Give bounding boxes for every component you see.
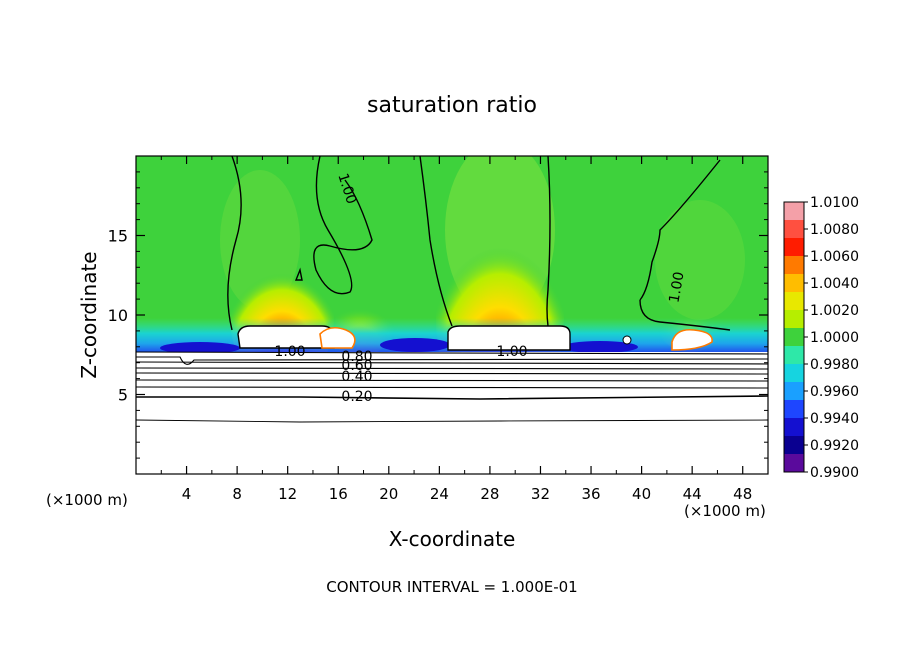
x-tick-label: 20	[379, 485, 398, 503]
y-tick-label: 10	[108, 306, 128, 325]
x-tick-label: 8	[232, 485, 242, 503]
colorbar-segment	[784, 454, 804, 473]
colorbar-label: 1.0060	[810, 249, 859, 265]
contour-label: 0.60	[341, 358, 372, 374]
colorbar-segment	[784, 310, 804, 329]
subsaturation-core	[562, 341, 638, 353]
colorbar-segment	[784, 274, 804, 293]
field-patch	[655, 200, 745, 320]
x-tick-label: 12	[278, 485, 297, 503]
x-tick-label: 28	[480, 485, 499, 503]
chart-title: saturation ratio	[367, 93, 537, 118]
x-tick-label: 32	[531, 485, 550, 503]
x-axis: 4 8 12 16 20 24 28 32 36 40 44 48	[160, 156, 752, 503]
colorbar-segment	[784, 256, 804, 275]
colorbar-label: 1.0040	[810, 276, 859, 292]
y-axis: 5 10 15	[108, 171, 768, 459]
colorbar-label: 0.9900	[810, 465, 859, 481]
saturation-contours	[227, 156, 731, 331]
contour-label: 1.00	[496, 344, 527, 360]
subsaturation-core	[160, 342, 240, 354]
x-tick-label: 44	[683, 485, 702, 503]
cloud-fragment	[622, 335, 632, 345]
colorbar-label: 0.9920	[810, 438, 859, 454]
colorbar: 1.0100 1.0080 1.0060 1.0040 1.0020 1.0000 0.99…	[783, 195, 859, 481]
colorbar-label: 1.0100	[810, 195, 859, 211]
cloud-layer	[136, 352, 768, 474]
contour-lines	[136, 351, 768, 423]
contour-label: 0.40	[341, 369, 372, 385]
x-tick-label: 48	[733, 485, 752, 503]
colorbar-label: 1.0000	[810, 330, 859, 346]
cloud-top-2	[447, 325, 571, 351]
subsaturation-core	[380, 338, 450, 352]
x-tick-label: 4	[182, 485, 192, 503]
colorbar-segment	[784, 400, 804, 419]
x-axis-label: X-coordinate	[389, 527, 516, 551]
colorbar-label: 1.0020	[810, 303, 859, 319]
x-tick-label: 24	[430, 485, 449, 503]
colorbar-label: 0.9940	[810, 411, 859, 427]
colorbar-segment	[784, 328, 804, 347]
colorbar-segment	[784, 292, 804, 311]
colorbar-segment	[784, 238, 804, 257]
x-unit-right: (×1000 m)	[684, 502, 766, 520]
y-tick-label: 15	[108, 227, 128, 246]
colorbar-segment	[784, 346, 804, 365]
colorbar-label: 1.0080	[810, 222, 859, 238]
x-tick-label: 16	[329, 485, 348, 503]
contour-label: 0.80	[341, 349, 372, 365]
contour-labels: 1.001.00 1.001.000.800.600.400.20	[274, 171, 687, 405]
colorbar-label: 0.9960	[810, 384, 859, 400]
colorbar-label: 0.9980	[810, 357, 859, 373]
contour-label: 1.00	[274, 344, 305, 360]
colorbar-segment	[784, 202, 804, 221]
contour-label: 0.20	[341, 389, 372, 405]
colorbar-segment	[784, 418, 804, 437]
plot-area	[136, 156, 768, 474]
y-axis-label: Z-coordinate	[77, 251, 101, 378]
cloud-top-3	[319, 326, 356, 349]
colorbar-segment	[784, 364, 804, 383]
x-tick-label: 36	[581, 485, 600, 503]
colorbar-segment	[784, 382, 804, 401]
y-tick-label: 5	[118, 386, 128, 405]
colorbar-segment	[784, 436, 804, 455]
cloud-top-4	[671, 328, 713, 351]
contour-label: 1.00	[666, 271, 687, 304]
colorbar-segment	[784, 220, 804, 239]
contour-interval-note: CONTOUR INTERVAL = 1.000E-01	[326, 578, 577, 596]
x-unit-left: (×1000 m)	[46, 491, 128, 509]
x-tick-label: 40	[632, 485, 651, 503]
